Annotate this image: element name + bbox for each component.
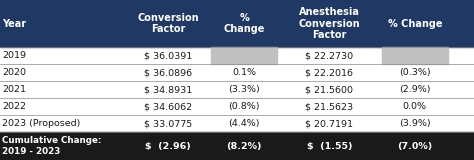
Bar	[382, 47, 448, 64]
Text: (0.3%): (0.3%)	[399, 68, 430, 77]
Text: (4.4%): (4.4%)	[228, 119, 260, 128]
Text: $ 33.0775: $ 33.0775	[144, 119, 192, 128]
Text: Conversion
Factor: Conversion Factor	[137, 13, 199, 34]
Text: $ 22.2016: $ 22.2016	[305, 68, 354, 77]
Text: $ 34.6062: $ 34.6062	[144, 102, 192, 111]
Bar	[0, 132, 474, 160]
Text: 2023 (Proposed): 2023 (Proposed)	[2, 119, 81, 128]
Text: $ 21.5623: $ 21.5623	[305, 102, 354, 111]
Bar	[211, 47, 277, 64]
Text: Anesthesia
Conversion
Factor: Anesthesia Conversion Factor	[299, 7, 360, 40]
Text: % Change: % Change	[388, 19, 442, 29]
Text: $ 34.8931: $ 34.8931	[144, 85, 192, 94]
Text: 2019: 2019	[2, 51, 27, 60]
Text: %
Change: % Change	[223, 13, 265, 34]
Text: (0.8%): (0.8%)	[228, 102, 260, 111]
Text: (3.3%): (3.3%)	[228, 85, 260, 94]
Text: 0.0%: 0.0%	[403, 102, 427, 111]
Text: (3.9%): (3.9%)	[399, 119, 430, 128]
Text: Year: Year	[2, 19, 27, 29]
Text: 2021: 2021	[2, 85, 27, 94]
Text: $ 36.0391: $ 36.0391	[144, 51, 192, 60]
Text: 2020: 2020	[2, 68, 27, 77]
Text: $ 20.7191: $ 20.7191	[305, 119, 354, 128]
Text: (8.2%): (8.2%)	[227, 141, 262, 151]
Text: $ 21.5600: $ 21.5600	[305, 85, 354, 94]
Text: $ 22.2730: $ 22.2730	[305, 51, 354, 60]
Text: (2.9%): (2.9%)	[399, 85, 430, 94]
Bar	[0, 0, 474, 47]
Text: 0.1%: 0.1%	[232, 68, 256, 77]
Text: 2022: 2022	[2, 102, 27, 111]
Text: (7.0%): (7.0%)	[397, 141, 432, 151]
Text: $  (2.96): $ (2.96)	[146, 141, 191, 151]
Text: Cumulative Change:
2019 - 2023: Cumulative Change: 2019 - 2023	[2, 136, 102, 156]
Text: $  (1.55): $ (1.55)	[307, 141, 352, 151]
Text: $ 36.0896: $ 36.0896	[144, 68, 192, 77]
